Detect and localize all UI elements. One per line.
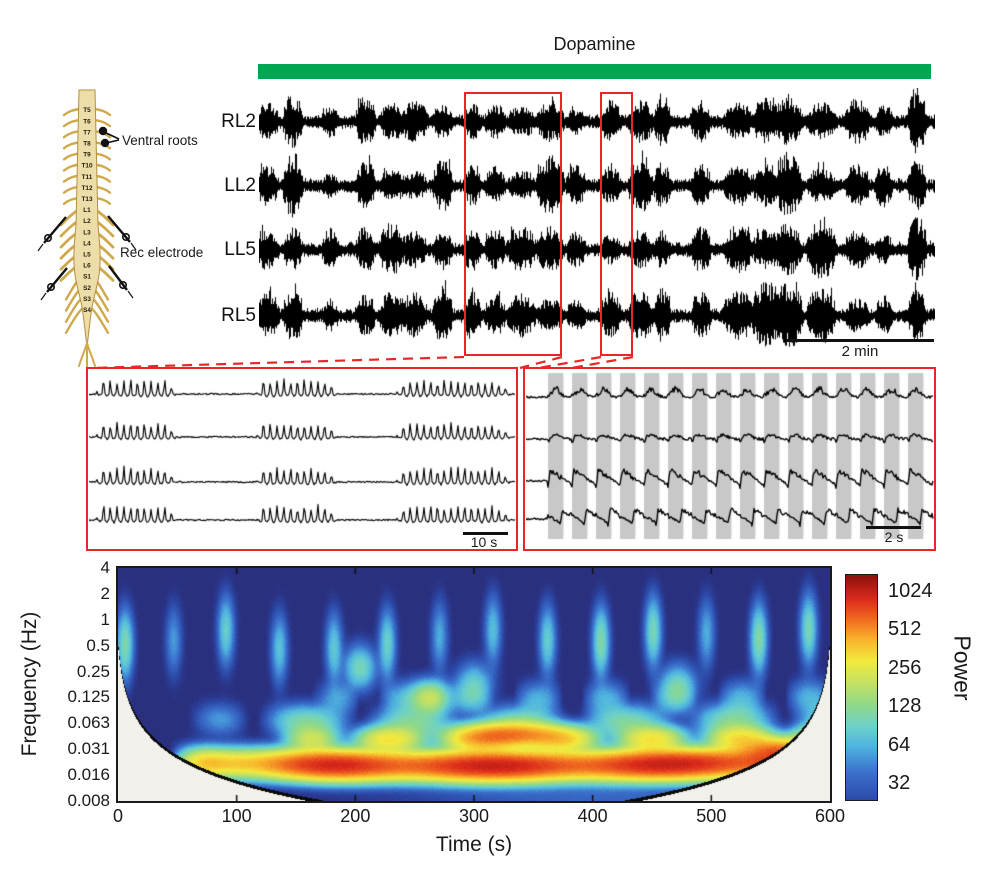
x-tick-label: 0 [112,806,123,826]
main-scalebar-line [786,339,934,342]
segment-label: S1 [83,274,91,281]
y-tick-label: 4 [100,558,110,577]
electrode-icons [37,215,137,301]
x-tick-label: 500 [696,806,727,826]
segment-label: T13 [81,196,92,203]
filum-terminale [78,342,96,369]
colorbar-tick-label: 32 [888,772,911,794]
ventral-roots-label: Ventral roots [122,133,198,148]
nerve-branch [62,107,82,117]
y-tick-label: 0.008 [67,791,110,810]
x-tick-label: 400 [577,806,608,826]
trace-label-ll2: LL2 [224,175,256,196]
segment-label: T11 [82,174,93,181]
x-tick-label: 200 [340,806,371,826]
segment-label: T6 [83,118,91,125]
nerve-branch [62,118,82,128]
y-tick-label: 1 [100,609,110,629]
y-tick-label: 0.031 [67,739,110,759]
inset-right-scalebar-label: 2 s [884,529,904,545]
spinal-cord-diagram: T5 T6 T7 T8 T9 T10 T11 T12 T13 L1 L2 L3 L4 L5 L6 S1 S2 S3… [37,89,203,369]
y-tick-label: 0.5 [86,635,110,655]
electrode-icon [37,216,67,252]
segment-label: T10 [81,163,92,170]
x-tick-label: 300 [458,806,490,826]
trace-label-rl2: RL2 [221,111,256,132]
nerve-branch [90,307,110,334]
segment-label: L3 [83,229,91,236]
dopamine-bar [258,64,931,79]
y-axis-title: Frequency (Hz) [18,611,41,757]
x-tick-label: 100 [221,806,252,826]
y-tick-label: 0.125 [67,687,110,707]
segment-label: T9 [83,152,91,159]
y-tick-label: 0.063 [67,713,110,733]
segment-label: T7 [83,129,91,136]
x-axis-title: Time (s) [435,833,513,856]
segment-label: S4 [83,307,91,314]
inset-left-scalebar-line [463,532,508,535]
inset-left-box: 10 s [86,367,518,551]
segment-label: T8 [83,141,91,148]
segment-label: L2 [83,218,91,225]
trace-label-rl5: RL5 [221,305,256,326]
segment-label: S2 [83,285,91,292]
main-scalebar-label: 2 min [841,343,879,360]
electrode-icon [108,265,134,299]
segment-label: T5 [83,107,91,114]
inset-left-canvas [89,370,516,549]
inset-right-canvas [526,370,934,549]
rec-electrode-label: Rec electrode [120,245,203,260]
segment-label: T12 [81,185,92,192]
segment-label: L1 [83,207,91,214]
roi-rect-wide [464,92,562,356]
y-tick-label: 0.25 [76,661,110,681]
electrode-icon [40,267,68,301]
colorbar-title: Power [949,635,976,701]
dopamine-label: Dopamine [553,34,636,54]
spectrogram-canvas [118,568,830,801]
nerve-branch [92,118,112,128]
x-tick-label: 600 [814,806,846,826]
electrode-icon [107,215,137,251]
inset-left-scalebar-label: 10 s [470,534,498,550]
nerve-branch [64,307,84,334]
nerve-branch [92,107,112,117]
spectrogram-frame [116,566,832,803]
inset-right-scalebar-line [866,526,921,529]
colorbar-tick-label: 64 [888,733,911,756]
y-tick-label: 0.016 [67,765,110,785]
colorbar-tick-label: 256 [888,656,922,679]
segment-label: L6 [83,263,91,270]
ventral-root-dots [98,126,120,148]
colorbar [845,574,878,801]
colorbar-tick-label: 1024 [888,580,933,602]
colorbar-tick-label: 128 [888,695,922,718]
roi-rect-narrow [600,92,633,356]
segment-labels: T5 T6 T7 T8 T9 T10 T11 T12 T13 L1 L2 L3 L4 L5 L6 S1 S2 S3… [81,107,92,314]
y-tick-label: 2 [100,583,110,603]
segment-label: L4 [83,240,91,247]
main-traces-canvas [259,88,935,352]
trace-label-ll5: LL5 [224,239,256,260]
inset-right-box: 2 s [523,367,936,551]
segment-label: S3 [83,296,91,303]
segment-label: L5 [83,252,91,259]
colorbar-tick-label: 512 [888,618,922,641]
